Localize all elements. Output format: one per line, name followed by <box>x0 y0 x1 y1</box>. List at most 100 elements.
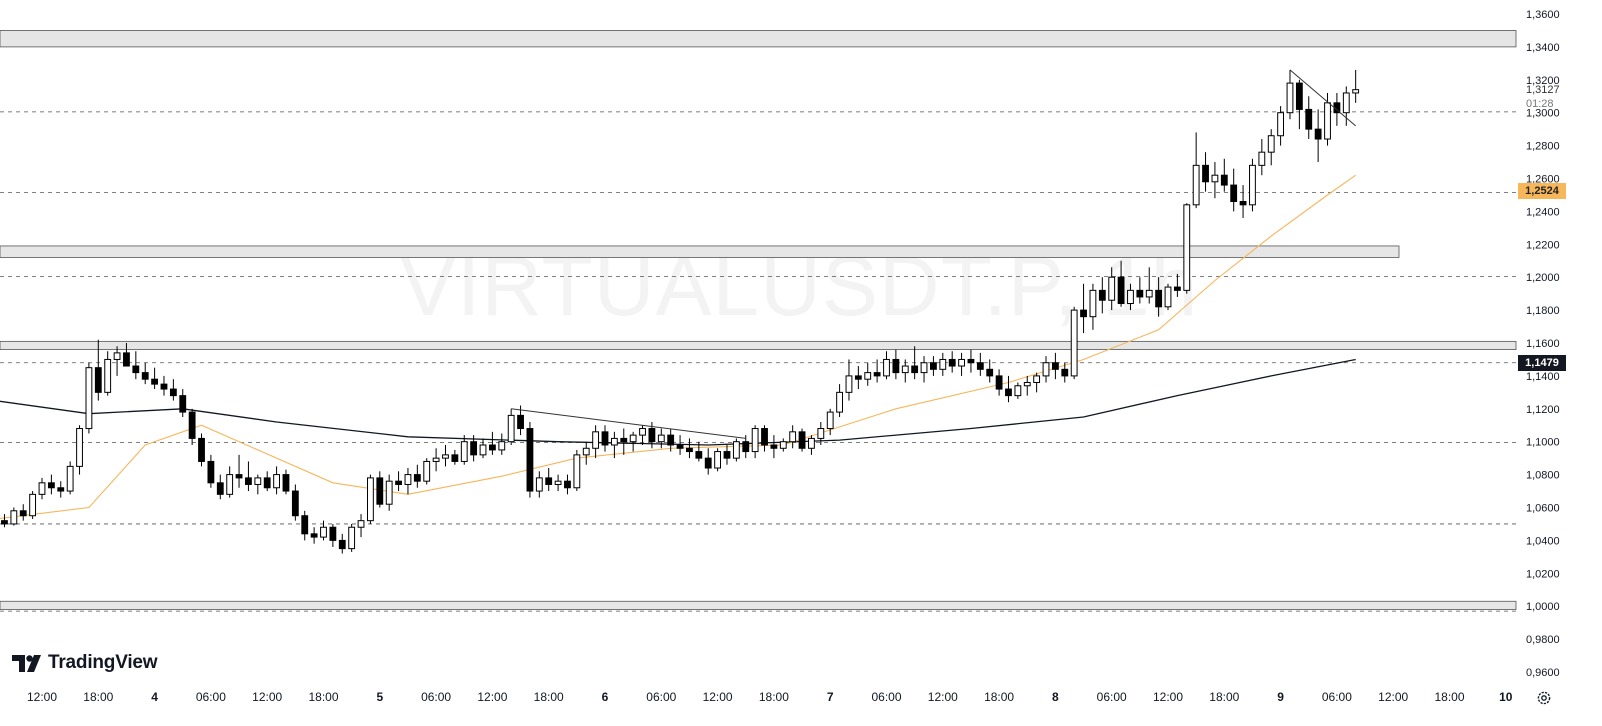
time-axis[interactable]: 12:00 18:00 4 06:00 12:00 18:00 5 06:00 12:00 18:… <box>27 690 1513 704</box>
candle <box>601 425 609 452</box>
tradingview-logo[interactable]: TradingView <box>12 652 158 674</box>
candle-body-down <box>169 388 177 397</box>
candle-body-up <box>1324 102 1331 140</box>
candle-body-down <box>19 510 27 517</box>
candle-body-up <box>104 358 112 393</box>
candle <box>320 520 327 541</box>
candle <box>151 367 159 390</box>
candle-body-up <box>1089 289 1097 318</box>
candle <box>470 435 478 462</box>
candle <box>1061 362 1069 383</box>
candle <box>254 474 262 495</box>
price-tick-label: 1,2600 <box>1526 174 1560 186</box>
candle-body-up <box>789 431 797 443</box>
candle <box>676 435 684 455</box>
gear-icon[interactable] <box>1536 690 1552 706</box>
candle <box>1211 162 1219 199</box>
candle-body-down <box>141 372 149 380</box>
candle <box>976 352 984 376</box>
candle <box>1042 356 1050 383</box>
candle <box>47 474 55 495</box>
candle <box>1249 158 1256 212</box>
candle-body-down <box>620 437 628 443</box>
candle <box>329 523 337 547</box>
candle <box>582 441 590 465</box>
time-tick-label: 18:00 <box>308 690 338 704</box>
candle <box>639 425 646 445</box>
candles-layer[interactable] <box>0 69 1360 554</box>
logo-text: TradingView <box>48 652 158 673</box>
candle <box>732 438 740 462</box>
time-tick-label: 9 <box>1277 690 1284 704</box>
candle <box>216 474 224 500</box>
candle <box>1183 203 1191 294</box>
candle <box>385 474 393 511</box>
candle <box>836 384 843 418</box>
candle-body-down <box>94 367 102 393</box>
price-tick-label: 1,2000 <box>1526 272 1560 284</box>
candle <box>610 431 618 459</box>
candle <box>986 359 994 383</box>
price-tick-label: 1,1000 <box>1526 437 1560 449</box>
candle-body-down <box>976 362 984 370</box>
candle <box>479 438 487 459</box>
candle-body-down <box>1314 128 1322 140</box>
candle-body-down <box>1173 286 1181 291</box>
candle-body-down <box>413 474 421 482</box>
time-tick-label: 6 <box>602 690 609 704</box>
candle-body-down <box>160 383 168 390</box>
time-tick-label: 12:00 <box>928 690 958 704</box>
candle <box>873 359 881 383</box>
price-tick-label: 1,0600 <box>1526 503 1560 515</box>
candle <box>66 461 74 495</box>
candle-body-down <box>995 375 1003 390</box>
price-tick-label: 1,1800 <box>1526 305 1560 317</box>
candle-body-up <box>1277 112 1285 137</box>
candle-body-down <box>1136 289 1144 298</box>
candle-body-down <box>310 533 318 538</box>
candle <box>413 464 421 488</box>
candle-body-up <box>507 414 515 443</box>
candle-body-down <box>1155 289 1163 308</box>
candle-body-down <box>564 480 571 489</box>
candle-body-up <box>1249 164 1256 206</box>
candle-body-down <box>704 457 712 469</box>
candle <box>667 428 675 452</box>
price-tick-label: 1,3000 <box>1526 108 1560 120</box>
candle-body-down <box>57 487 65 492</box>
candle-body-down <box>376 477 384 505</box>
candle <box>779 438 787 452</box>
time-tick-label: 12:00 <box>1378 690 1408 704</box>
candle <box>845 359 853 401</box>
candle <box>958 352 965 376</box>
trendlines-layer[interactable] <box>511 69 1356 439</box>
candle-body-down <box>526 428 534 492</box>
candle <box>85 362 93 434</box>
candle <box>432 448 440 472</box>
candle-body-up <box>357 520 365 528</box>
candle-body-down <box>648 428 656 443</box>
candle <box>1202 152 1209 192</box>
candle-body-up <box>826 411 834 430</box>
candle <box>291 484 299 521</box>
candle <box>423 458 431 485</box>
candle-body-up <box>639 428 646 436</box>
candle-body-down <box>761 428 768 446</box>
candle-body-up <box>1342 92 1350 114</box>
candle-body-down <box>723 451 731 459</box>
candle <box>1098 277 1106 314</box>
time-tick-label: 10 <box>1499 690 1513 704</box>
price-tick-label: 1,2200 <box>1526 239 1560 251</box>
time-tick-label: 12:00 <box>252 690 282 704</box>
candle <box>1136 277 1144 304</box>
zones-layer <box>0 30 1517 610</box>
candle-body-up <box>1211 174 1219 183</box>
candle <box>1230 168 1238 212</box>
candle-body-up <box>66 465 74 492</box>
candle-body-up <box>38 482 46 495</box>
candle <box>123 343 130 367</box>
price-tick-label: 1,1600 <box>1526 338 1560 350</box>
price-tick-label: 1,2800 <box>1526 141 1560 153</box>
candle-body-down <box>123 352 130 367</box>
